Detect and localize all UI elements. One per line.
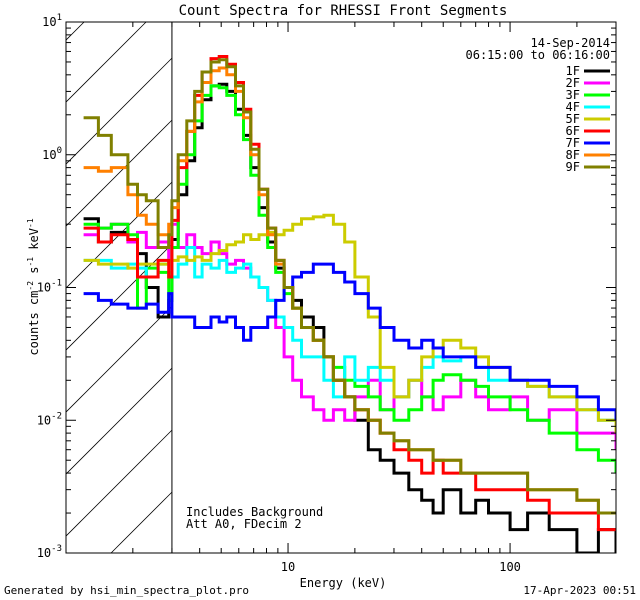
legend-label-3F: 3F [566,88,580,102]
axes: 10 100 101 100 10-1 10-2 10-3 [37,13,617,574]
series-layer [83,55,616,553]
x-tick-label: 10 [281,560,295,574]
legend-label-2F: 2F [566,76,580,90]
y-axis-label: counts cm-2 s-1 keV-1 [26,218,41,355]
observation-date: 14-Sep-2014 [531,36,610,50]
legend-label-9F: 9F [566,160,580,174]
annotation-attenuator: Att A0, FDecim 2 [186,517,302,531]
hatch-line [65,367,173,475]
legend-label-8F: 8F [566,148,580,162]
y-tick-label: 100 [42,146,62,162]
y-tick-label: 10-2 [37,411,62,427]
series-line-8F [83,66,616,515]
time-range: 06:15:00 to 06:16:00 [466,48,611,62]
hatch-line [110,491,173,554]
y-tick-label: 101 [42,13,62,29]
legend-label-5F: 5F [566,112,580,126]
x-tick-label: 100 [499,560,521,574]
series-line-7F [83,262,616,421]
footer-generator: Generated by hsi_min_spectra_plot.pro [4,584,249,597]
series-line-9F [83,58,616,515]
hatch-line [65,429,173,537]
legend-label-1F: 1F [566,64,580,78]
series-line-5F [83,213,616,434]
hatch-line [65,21,85,41]
legend-label-6F: 6F [566,124,580,138]
legend-label-7F: 7F [566,136,580,150]
series-line-6F [83,55,616,532]
hatch-line [65,21,147,103]
hatch-line [65,57,173,165]
y-tick-label: 10-3 [37,544,62,560]
series-line-1F [83,82,616,553]
series-line-2F [83,222,616,450]
hatch-line [65,119,173,227]
hatch-line [65,305,173,413]
x-axis-label: Energy (keV) [300,576,387,590]
footer-timestamp: 17-Apr-2023 00:51 [523,584,636,597]
annotation-background: Includes Background [186,505,323,519]
series-line-3F [83,84,616,474]
series-line-4F [83,246,616,434]
hatch-line [65,243,173,351]
legend-label-4F: 4F [566,100,580,114]
chart-title: Count Spectra for RHESSI Front Segments [179,3,508,19]
y-tick-label: 10-1 [37,279,62,295]
